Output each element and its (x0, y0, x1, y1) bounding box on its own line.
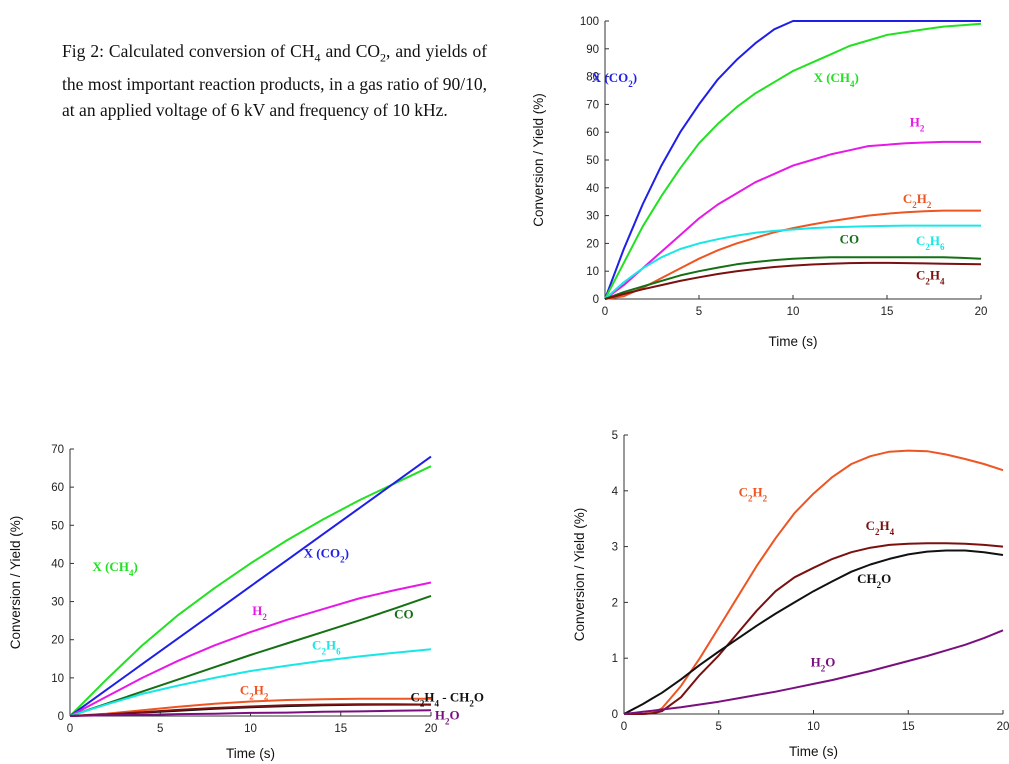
series-line-x-ch4 (604, 22, 982, 300)
y-tick-label: 30 (51, 597, 64, 609)
y-tick-label: 70 (586, 99, 599, 111)
y-tick-label: 3 (612, 542, 618, 554)
series-label-x-co2: X (CO2) (592, 70, 637, 89)
x-tick-label: 20 (425, 723, 438, 735)
y-tick-label: 10 (51, 673, 64, 685)
x-axis-label: Time (s) (769, 334, 818, 349)
y-tick-label: 70 (51, 444, 64, 456)
series-line-c2h6 (69, 648, 432, 717)
x-tick-label: 10 (807, 721, 820, 733)
series-line-h2o (69, 709, 432, 717)
y-tick-label: 50 (586, 155, 599, 167)
y-axis-label: Conversion / Yield (%) (8, 516, 23, 650)
x-tick-label: 15 (881, 306, 894, 318)
series-line-c2h6 (604, 224, 981, 300)
series-label-h2o: H2O (811, 655, 836, 674)
y-tick-label: 0 (612, 709, 618, 721)
series-label-h2o: H2O (435, 707, 460, 726)
y-axis-label: Conversion / Yield (%) (531, 93, 546, 227)
y-tick-label: 90 (586, 44, 599, 56)
y-tick-label: 60 (51, 482, 64, 494)
series-line (69, 703, 432, 717)
x-tick-label: 5 (696, 306, 702, 318)
series-line-c2h4 (624, 542, 1004, 715)
series-label-c2h2: C2H2 (240, 683, 269, 702)
series-label-ch2o: CH2O (857, 571, 891, 590)
series-line-x-co2 (69, 455, 432, 717)
y-tick-label: 60 (586, 127, 599, 139)
series-line-x-ch4 (69, 465, 432, 717)
series-label-x-co2: X (CO2) (304, 546, 349, 565)
x-axis-label: Time (s) (226, 746, 275, 761)
x-tick-label: 20 (997, 721, 1009, 733)
series-line-c2h2 (604, 209, 981, 300)
series-line-h2o (623, 629, 1004, 715)
series-label-c2h4: C2H4 (866, 518, 895, 537)
series-label-co: CO (394, 607, 414, 622)
y-tick-label: 50 (51, 520, 64, 532)
x-axis-label: Time (s) (789, 744, 838, 759)
x-tick-label: 0 (621, 721, 627, 733)
y-tick-label: 40 (51, 558, 64, 570)
series-line-c2h2 (624, 449, 1004, 715)
x-tick-label: 10 (244, 723, 257, 735)
x-tick-label: 10 (787, 306, 800, 318)
series-label-x-ch4: X (CH4) (814, 70, 859, 89)
series-label-c2h4: C2H4 (916, 268, 945, 287)
y-tick-label: 40 (586, 183, 599, 195)
y-axis-label: Conversion / Yield (%) (572, 508, 587, 642)
y-tick-label: 2 (612, 597, 618, 609)
series-line-h2 (604, 140, 981, 300)
series-label-c2h6: C2H6 (312, 637, 341, 656)
figure-caption: Fig 2: Calculated conversion of CH4 and … (62, 41, 488, 120)
y-tick-label: 0 (58, 711, 64, 723)
y-tick-label: 30 (586, 211, 599, 223)
y-tick-label: 4 (612, 486, 619, 498)
series-label-x-ch4: X (CH4) (92, 559, 137, 578)
y-tick-label: 0 (593, 294, 599, 306)
y-tick-label: 100 (580, 16, 599, 28)
series-line-x-co2 (604, 20, 981, 300)
series-line-c2h2 (69, 697, 431, 717)
y-tick-label: 5 (612, 430, 618, 442)
series-label-h2: H2 (252, 603, 267, 622)
series-label-c2h2: C2H2 (739, 484, 768, 503)
x-tick-label: 5 (157, 723, 163, 735)
series-line-ch2o (623, 549, 1004, 715)
series-label-co: CO (840, 231, 860, 246)
series-line-co (604, 256, 982, 300)
y-tick-label: 20 (51, 635, 64, 647)
series-label-c2h2: C2H2 (903, 191, 932, 210)
x-tick-label: 20 (975, 306, 988, 318)
y-tick-label: 10 (586, 266, 599, 278)
series-line-h2 (69, 581, 432, 717)
y-tick-label: 80 (586, 72, 599, 84)
x-tick-label: 15 (334, 723, 347, 735)
y-tick-label: 20 (586, 238, 599, 250)
x-tick-label: 5 (716, 721, 722, 733)
series-line-co (69, 594, 432, 717)
x-tick-label: 0 (67, 723, 73, 735)
series-label-h2: H2 (910, 115, 925, 134)
series-label-c2h6: C2H6 (916, 233, 945, 252)
series-label-c2h4-ch2o: C2H4 - CH2O (411, 690, 484, 709)
x-tick-label: 15 (902, 721, 915, 733)
x-tick-label: 0 (602, 306, 608, 318)
series-line-c2h4 (604, 261, 982, 300)
y-tick-label: 1 (612, 653, 618, 665)
